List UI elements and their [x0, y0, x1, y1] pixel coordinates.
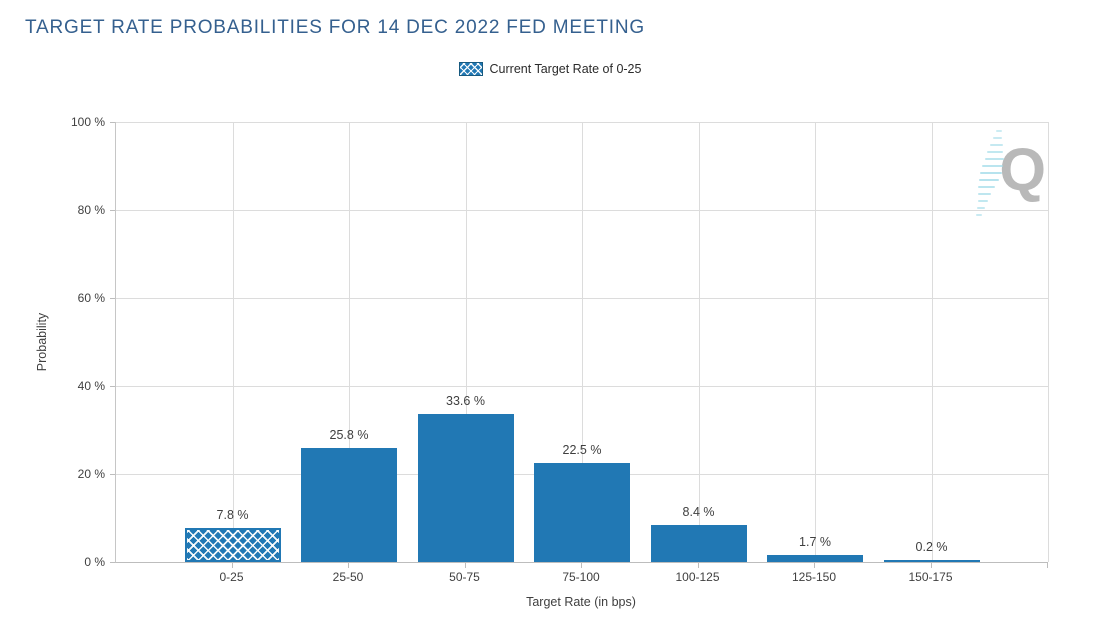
x-tick-mark [697, 563, 699, 568]
x-tick-mark [348, 563, 349, 568]
value-label: 22.5 % [562, 443, 602, 457]
x-gridline [232, 122, 234, 562]
x-gridline [698, 122, 700, 562]
x-tick-label: 50-75 [449, 570, 480, 584]
plot-area: 7.8 % 25.8 % 33.6 % 22.5 % 8.4 % 1.7 % 0.2 % [115, 122, 1049, 563]
bar[interactable] [650, 525, 747, 562]
y-tick-label: 80 % [77, 203, 105, 217]
x-tick-mark [814, 563, 815, 568]
y-tick-mark [110, 298, 115, 299]
x-gridline [815, 122, 816, 562]
y-tick-mark [110, 122, 115, 123]
x-tick-mark [231, 563, 233, 568]
bar[interactable] [301, 448, 397, 562]
y-tick-label: 40 % [77, 379, 105, 393]
x-tick-label: 75-100 [562, 570, 600, 584]
x-tick-label: 125-150 [791, 570, 837, 584]
y-tick-mark [110, 562, 115, 563]
legend-crosshatch-swatch[interactable] [458, 62, 483, 76]
x-gridline [582, 122, 583, 562]
bar[interactable] [883, 560, 980, 562]
bar[interactable] [417, 414, 514, 562]
x-axis-title: Target Rate (in bps) [526, 595, 636, 609]
x-gridline [349, 122, 350, 562]
x-gridline [1048, 122, 1049, 562]
x-gridline [931, 122, 933, 562]
x-gridline [465, 122, 467, 562]
x-tick-mark [581, 563, 582, 568]
x-tick-mark [930, 563, 932, 568]
y-tick-label: 100 % [70, 115, 105, 129]
x-tick-mark [464, 563, 466, 568]
value-label: 7.8 % [216, 507, 249, 522]
x-tick-label: 25-50 [332, 570, 364, 584]
x-tick-label: 100-125 [675, 570, 720, 584]
legend-label[interactable]: Current Target Rate of 0-25 [489, 62, 642, 76]
y-axis-title: Probability [35, 312, 49, 372]
y-tick-mark [110, 474, 115, 475]
value-label: 25.8 % [329, 428, 369, 443]
value-label: 1.7 % [799, 534, 831, 549]
value-label: 33.6 % [446, 394, 485, 409]
x-tick-mark [1047, 563, 1048, 568]
bar[interactable] [534, 463, 630, 562]
x-tick-label: 150-175 [908, 570, 953, 584]
y-tick-label: 20 % [77, 467, 105, 481]
chart-title: TARGET RATE PROBABILITIES FOR 14 DEC 202… [25, 17, 645, 38]
bar-highlighted[interactable] [184, 527, 281, 562]
y-tick-mark [110, 210, 115, 211]
y-tick-mark [110, 386, 115, 387]
value-label: 0.2 % [915, 540, 948, 554]
y-tick-label: 0 % [84, 555, 105, 569]
legend: Current Target Rate of 0-25 [0, 62, 1100, 76]
x-tick-label: 0-25 [219, 570, 244, 584]
value-label: 8.4 % [682, 505, 715, 520]
bar[interactable] [767, 554, 863, 562]
y-tick-label: 60 % [77, 291, 105, 305]
